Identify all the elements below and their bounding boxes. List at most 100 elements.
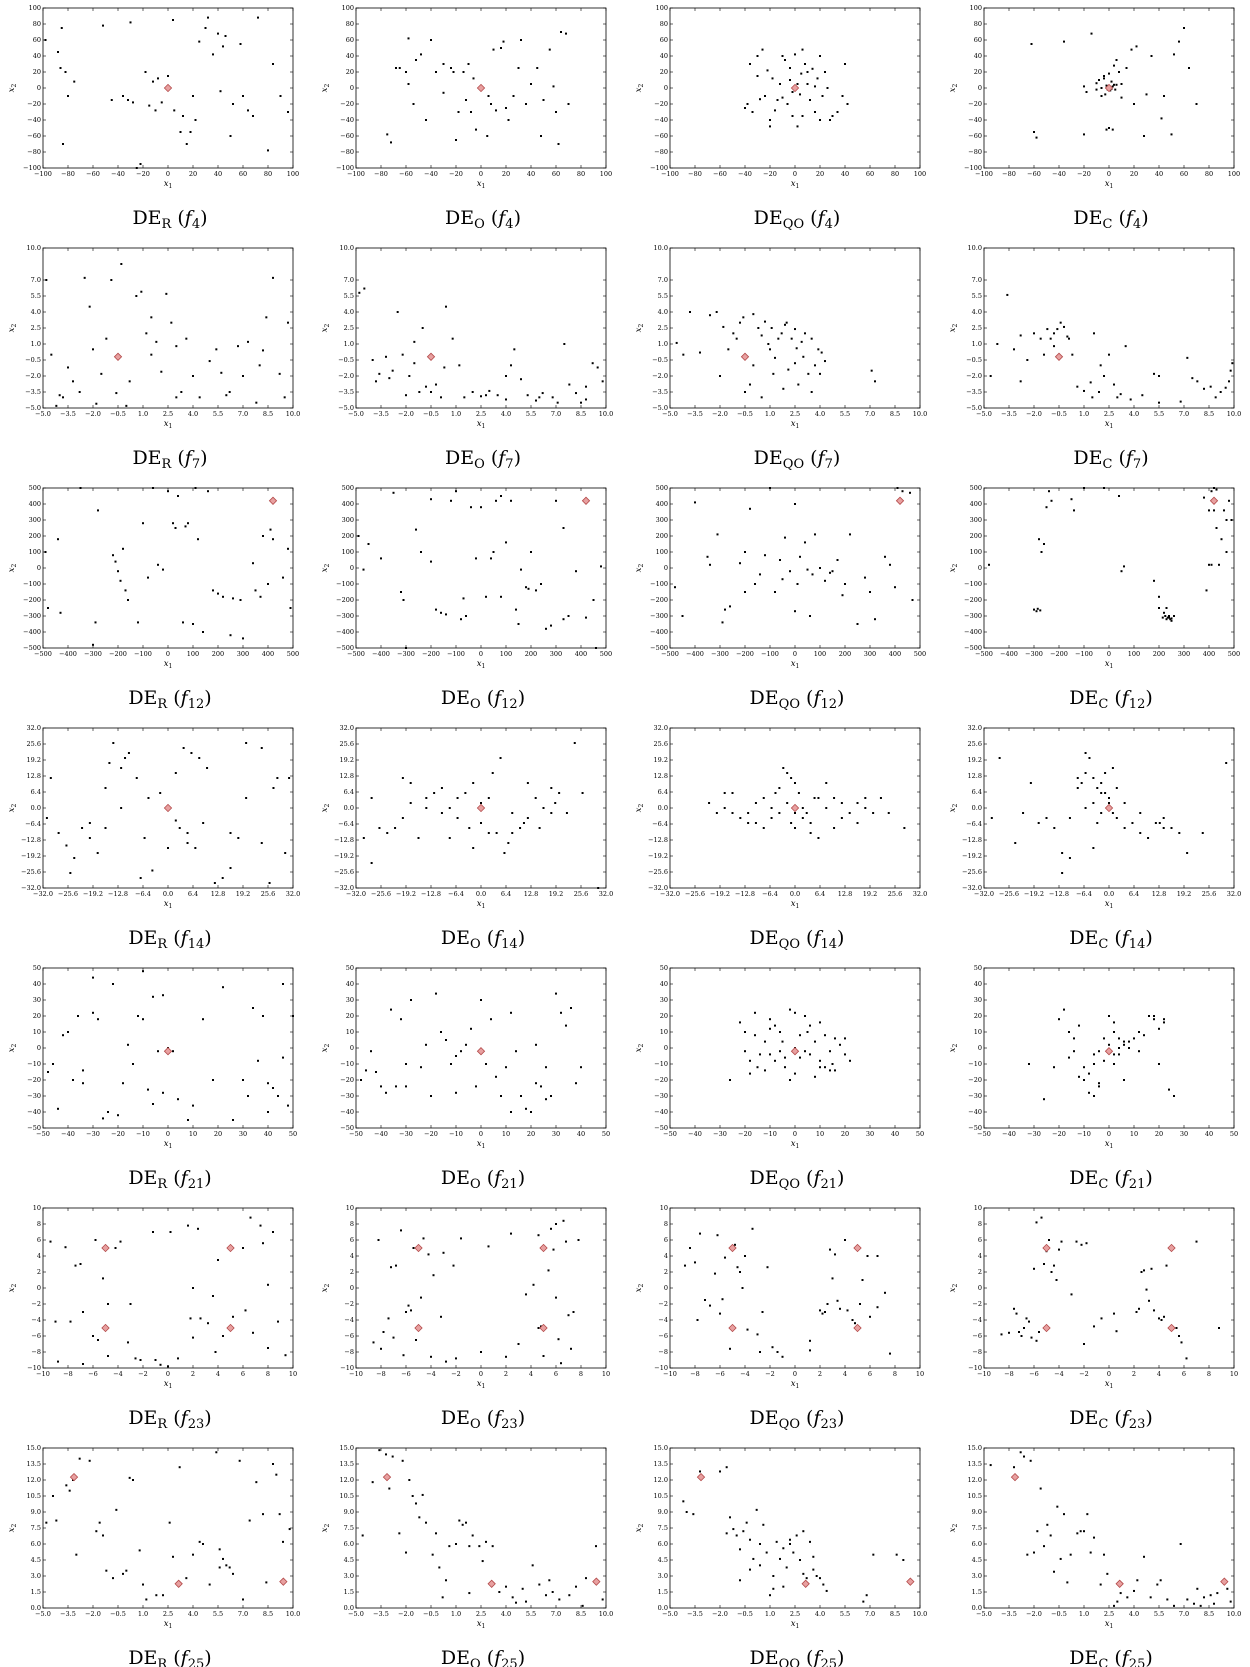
population-point	[729, 1079, 731, 1081]
x-axis-label-sub: 1	[481, 1383, 485, 1390]
population-point	[535, 1043, 537, 1046]
population-point	[759, 1351, 761, 1353]
y-tick-label: 13.5	[654, 1460, 668, 1468]
population-point	[1053, 345, 1055, 348]
y-tick-label: −2	[344, 1300, 354, 1308]
population-point	[1128, 1047, 1130, 1049]
population-point	[817, 837, 820, 839]
population-point	[460, 1237, 462, 1240]
y-tick-label: 0	[978, 564, 982, 572]
y-tick-label: 500	[342, 484, 354, 492]
population-point	[505, 375, 507, 377]
x-tick-label: −5.0	[348, 410, 364, 418]
caption-open: (	[167, 1647, 180, 1667]
y-tick-label: −30	[340, 1092, 354, 1100]
population-point	[134, 1357, 137, 1360]
subplot-f7-c: −5.0 −3.5 −2.0 −0.5 1.0 2.5 4.0 5.5 7.0 8.5 10.010…	[948, 244, 1241, 472]
y-axis-label-sub: 2	[11, 804, 18, 808]
population-point	[262, 535, 264, 537]
population-point	[1043, 1263, 1045, 1265]
population-point	[1079, 1530, 1082, 1533]
population-point	[401, 777, 404, 779]
population-point	[911, 599, 914, 601]
y-tick-label: −100	[964, 164, 982, 172]
caption-prefix: DE	[1073, 447, 1102, 469]
population-point	[555, 1223, 557, 1225]
caption-method: O	[474, 217, 485, 232]
population-point	[262, 1242, 264, 1245]
population-point	[72, 1079, 74, 1081]
population-point	[252, 115, 254, 117]
population-point	[229, 135, 232, 137]
population-point	[94, 1239, 97, 1241]
caption-prefix: DE	[750, 1647, 779, 1667]
population-point	[869, 591, 871, 593]
population-point	[277, 1320, 279, 1323]
population-point	[139, 877, 142, 879]
population-point	[370, 862, 373, 864]
y-tick-label: 40	[974, 52, 982, 60]
y-tick-label: 4.0	[31, 308, 41, 316]
population-point	[259, 595, 262, 598]
population-point	[287, 321, 289, 324]
y-tick-label: −30	[654, 1092, 668, 1100]
population-point	[779, 83, 781, 85]
y-tick-label: −30	[968, 1092, 982, 1100]
population-point	[92, 1335, 94, 1337]
caption-close: )	[204, 1407, 211, 1429]
population-point	[846, 103, 849, 105]
x-tick-label: 7.0	[1179, 1610, 1189, 1618]
population-point	[1229, 369, 1232, 372]
population-point	[445, 1039, 447, 1041]
caption-function: 25	[501, 1657, 518, 1667]
population-point	[804, 332, 806, 335]
population-point	[392, 491, 395, 494]
population-point	[1185, 1357, 1188, 1360]
subplot-f12-c: −500 −400 −300 −200 −100 0 100 200 300 400 5005004…	[948, 484, 1240, 712]
population-point	[405, 1063, 407, 1065]
y-axis-label: x2	[634, 564, 645, 573]
population-point	[365, 1069, 367, 1072]
population-point	[450, 67, 452, 69]
y-axis-label: x2	[7, 1284, 18, 1293]
population-point	[1123, 802, 1126, 804]
x-tick-label: −19.2	[1024, 890, 1044, 898]
population-point	[467, 63, 470, 65]
population-point	[781, 578, 784, 581]
population-point	[177, 495, 179, 497]
y-tick-label: 4.0	[344, 308, 354, 316]
x-tick-label: 400	[262, 650, 274, 658]
population-point	[450, 1063, 452, 1065]
population-point	[1158, 822, 1161, 824]
y-tick-label: 0	[350, 564, 354, 572]
population-point	[752, 313, 755, 316]
x-axis-label-sub: 1	[1109, 903, 1113, 910]
caption-function: 7	[1133, 457, 1141, 472]
population-point	[67, 366, 69, 369]
population-point	[1123, 1040, 1125, 1043]
population-point	[1103, 77, 1105, 80]
population-point	[759, 98, 761, 101]
subplot-caption: DER (f7)	[132, 447, 207, 472]
x-tick-label: 7.0	[1179, 410, 1189, 418]
population-point	[47, 1071, 49, 1073]
population-point	[288, 777, 291, 779]
x-tick-label: −8	[376, 1370, 386, 1378]
population-point	[460, 1050, 462, 1053]
population-point	[814, 1040, 816, 1043]
y-tick-label: −4	[31, 1316, 41, 1324]
population-point	[1108, 1043, 1110, 1046]
population-point	[148, 104, 151, 107]
x-tick-label: 80	[891, 170, 899, 178]
population-point	[1106, 1572, 1109, 1575]
population-point	[781, 1040, 784, 1043]
population-point	[839, 1307, 841, 1310]
population-point	[198, 1540, 201, 1543]
y-tick-label: 32.0	[654, 724, 668, 732]
x-axis-label-main: x	[477, 419, 482, 429]
population-point	[159, 1363, 162, 1366]
population-point	[97, 1018, 99, 1021]
population-point	[218, 1548, 221, 1551]
y-tick-label: 6	[664, 1236, 668, 1244]
population-point	[746, 103, 749, 105]
